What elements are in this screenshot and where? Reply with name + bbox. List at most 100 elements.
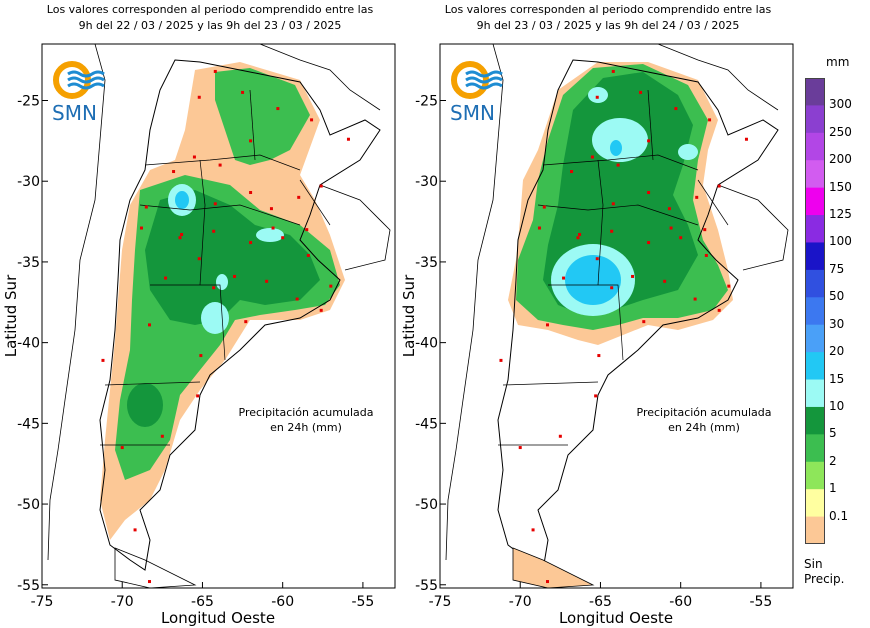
lon-tick-label: -60 [271, 594, 294, 610]
lat-tick-label: -50 [415, 497, 438, 513]
right-province-lines [498, 89, 729, 446]
right-annotation-line1: Precipitación acumulada [637, 406, 772, 419]
legend-label: 75 [829, 261, 845, 276]
station-marker [610, 286, 614, 290]
left-neighbor-borders [47, 44, 391, 561]
station-marker [546, 580, 550, 584]
lon-tick-label: -70 [111, 594, 134, 610]
station-marker [642, 320, 646, 324]
right-annotation-line2: en 24h (mm) [668, 421, 740, 434]
station-marker [148, 323, 152, 327]
right-neighbor-borders [445, 44, 789, 561]
station-marker [265, 279, 269, 283]
station-marker [717, 308, 721, 312]
right-argentina-outline [497, 59, 779, 571]
legend-swatch [805, 187, 825, 216]
lon-tick-label: -55 [749, 594, 772, 610]
lat-tick-label: -25 [415, 93, 438, 109]
station-marker [144, 205, 148, 209]
station-marker [727, 284, 731, 288]
station-marker [212, 229, 216, 233]
lat-tick-label: -30 [415, 174, 438, 190]
left-fuego-outline [114, 547, 197, 588]
station-marker [244, 320, 248, 324]
right-map-frame [439, 43, 794, 589]
legend-swatch [805, 297, 825, 326]
left-province-lines [100, 89, 331, 446]
station-marker [558, 434, 562, 438]
legend-swatch-nodata [805, 516, 825, 544]
lat-tick-label: -25 [17, 93, 40, 109]
lat-tick-label: -35 [17, 255, 40, 271]
station-marker [578, 232, 582, 236]
station-marker [693, 297, 697, 301]
right-ylabel: Latitud Sur [400, 274, 418, 357]
right-fuego-outline [512, 547, 595, 588]
left-precipitation-map: -25-30-35-40-45-50-55-75 -70 -65 -60 -55 Pre… [2, 43, 396, 627]
station-marker [669, 226, 673, 230]
lon-tick-label: -60 [669, 594, 692, 610]
station-marker [611, 202, 615, 206]
right-cyan-ne [678, 144, 698, 160]
station-marker [616, 163, 620, 167]
left-logo-sun-icon [53, 61, 91, 99]
legend-label: 20 [829, 344, 845, 359]
station-marker [295, 297, 299, 301]
legend-label: 5 [829, 426, 837, 441]
station-marker [590, 155, 594, 159]
station-marker [197, 95, 201, 99]
left-cyan-east [256, 228, 284, 242]
station-marker [647, 139, 651, 143]
legend-swatch [805, 461, 825, 490]
station-marker [199, 354, 203, 358]
lon-tick-label: -65 [589, 594, 612, 610]
station-marker [172, 170, 176, 174]
right-title-line1: Los valores corresponden al periodo comp… [444, 3, 772, 16]
station-marker [197, 257, 201, 261]
left-logo-wave-icon [67, 70, 105, 90]
station-marker [233, 274, 237, 278]
left-annotation-line2: en 24h (mm) [270, 421, 342, 434]
right-precipitation-map: -25-30-35-40-45-50-55-75 -70 -65 -60 -55 Pre… [400, 43, 794, 627]
station-marker [542, 205, 546, 209]
legend-swatch [805, 379, 825, 408]
legend-label: 200 [829, 152, 852, 167]
left-darkgreen-patagonia [127, 383, 163, 427]
right-logo-sun-icon [451, 61, 489, 99]
station-marker [499, 358, 503, 362]
legend-label: 150 [829, 179, 852, 194]
station-marker [537, 226, 541, 230]
legend-label: 300 [829, 97, 852, 112]
legend-swatch [805, 406, 825, 435]
station-marker [546, 323, 550, 327]
legend-swatch [805, 269, 825, 298]
station-marker [594, 394, 598, 398]
left-map-frame [41, 43, 396, 589]
lat-tick-label: -40 [17, 336, 40, 352]
right-map-title: Los valores corresponden al periodo comp… [418, 2, 798, 34]
lat-tick-label: -45 [17, 416, 40, 432]
station-marker [595, 95, 599, 99]
right-station-markers [499, 69, 748, 584]
legend-swatch [805, 215, 825, 243]
legend-label: 100 [829, 234, 852, 249]
station-marker [674, 107, 678, 111]
legend-swatch [805, 489, 825, 518]
left-axis-ticks: -25-30-35-40-45-50-55-75 -70 -65 -60 -55 [17, 93, 374, 610]
legend-color-bar [805, 78, 825, 544]
legend-label: 15 [829, 371, 845, 386]
station-marker [595, 257, 599, 261]
station-marker [180, 232, 184, 236]
legend-label: 30 [829, 316, 845, 331]
station-marker [531, 528, 535, 532]
station-marker [717, 184, 721, 188]
legend-swatch [805, 324, 825, 353]
station-marker [667, 207, 671, 211]
legend-no-precip: Sin Precip. [804, 557, 844, 587]
station-marker [249, 241, 253, 245]
station-marker [346, 137, 350, 141]
legend-swatch [805, 78, 825, 106]
station-marker [101, 358, 105, 362]
station-marker [306, 253, 310, 257]
station-marker [639, 90, 643, 94]
